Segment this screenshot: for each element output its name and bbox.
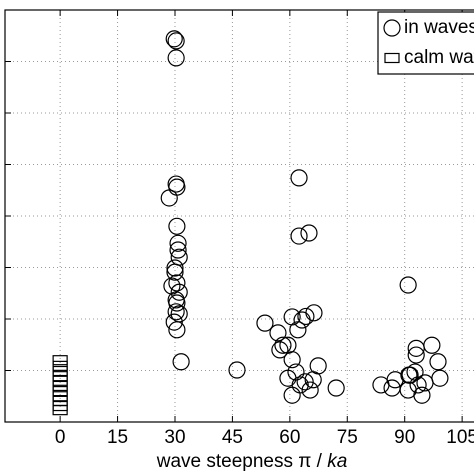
- circle-marker: [169, 241, 187, 259]
- circle-marker: [228, 361, 246, 379]
- square-marker: [52, 355, 68, 366]
- circle-marker: [400, 366, 418, 384]
- circle-marker: [168, 274, 186, 292]
- legend: in waves calm water: [377, 11, 474, 75]
- x-tick-label: 0: [55, 427, 66, 448]
- square-marker: [52, 360, 68, 371]
- circle-marker: [279, 336, 297, 354]
- x-tick-label: 15: [107, 427, 128, 448]
- legend-box: [377, 11, 474, 75]
- circle-marker: [289, 321, 307, 339]
- circle-marker: [167, 49, 185, 67]
- circle-marker: [290, 227, 308, 245]
- circle-marker: [399, 276, 417, 294]
- circle-marker: [172, 353, 190, 371]
- circle-marker: [166, 263, 184, 281]
- circle-marker: [300, 224, 318, 242]
- x-tick-label: 105: [446, 427, 474, 448]
- circle-marker: [301, 381, 319, 399]
- circle-marker: [407, 346, 425, 364]
- circle-marker: [409, 376, 427, 394]
- circle-marker: [429, 353, 447, 371]
- x-axis-label-italic: ka: [327, 451, 347, 472]
- circle-marker: [305, 304, 323, 322]
- circle-marker: [406, 363, 424, 381]
- circle-marker: [271, 341, 289, 359]
- circle-marker: [290, 169, 308, 187]
- circle-marker: [256, 314, 274, 332]
- x-tick-label: 45: [222, 427, 243, 448]
- legend-label: calm water: [404, 47, 474, 68]
- x-tick-label: 75: [337, 427, 358, 448]
- circle-marker: [431, 369, 449, 387]
- circle-marker: [168, 294, 186, 312]
- circle-marker: [168, 178, 186, 196]
- circle-marker: [167, 32, 185, 50]
- circle-marker: [165, 313, 183, 331]
- circle-marker: [296, 373, 314, 391]
- circle-marker: [383, 379, 401, 397]
- circle-marker: [169, 234, 187, 252]
- x-axis-label: wave steepness π / ka: [156, 451, 348, 472]
- x-tick-label: 60: [279, 427, 300, 448]
- circle-marker: [168, 217, 186, 235]
- square-marker: [52, 386, 68, 397]
- legend-marker: [384, 52, 400, 64]
- square-marker: [52, 365, 68, 377]
- x-tick-label: 90: [394, 427, 415, 448]
- circle-marker: [327, 379, 345, 397]
- x-tick-label: 30: [164, 427, 185, 448]
- circle-marker: [372, 376, 390, 394]
- square-marker: [52, 375, 68, 386]
- circle-marker: [413, 386, 431, 404]
- circle-marker: [407, 339, 425, 357]
- circle-marker: [170, 305, 188, 323]
- circle-marker: [166, 259, 184, 277]
- square-marker: [52, 405, 68, 416]
- square-marker: [52, 380, 68, 392]
- x-axis-label-text: wave steepness π /: [156, 451, 323, 472]
- legend-marker: [383, 19, 401, 37]
- circle-marker: [165, 30, 183, 48]
- circle-marker: [293, 311, 311, 329]
- circle-marker: [160, 189, 178, 207]
- circle-marker: [401, 366, 419, 384]
- circle-marker: [423, 336, 441, 354]
- circle-marker: [304, 371, 322, 389]
- circle-marker: [269, 324, 287, 342]
- circle-marker: [274, 336, 292, 354]
- legend-label: in waves: [404, 17, 474, 38]
- circle-marker: [170, 283, 188, 301]
- circle-marker: [297, 307, 315, 326]
- circle-marker: [283, 386, 301, 404]
- circle-marker: [167, 303, 185, 321]
